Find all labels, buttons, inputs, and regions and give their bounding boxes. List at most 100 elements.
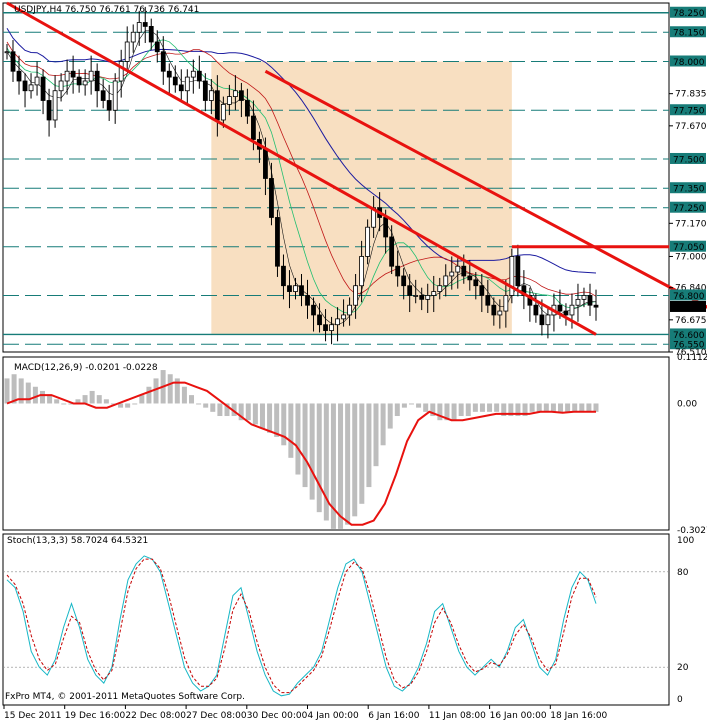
candle	[88, 70, 94, 82]
candle	[287, 285, 292, 292]
candle	[335, 318, 340, 326]
macd-bar	[408, 403, 414, 405]
price-axis-label: 78.150	[673, 29, 705, 39]
price-axis-label: 78.250	[673, 9, 705, 19]
macd-bar	[501, 403, 507, 417]
candle	[172, 76, 178, 86]
price-axis-label: 77.250	[673, 204, 705, 214]
time-axis-label: 19 Dec 16:00	[65, 711, 126, 721]
macd-bar	[39, 390, 45, 404]
macd-bar	[210, 403, 216, 412]
candle	[311, 304, 316, 316]
macd-bar	[96, 395, 102, 404]
macd-bar	[338, 403, 344, 529]
candle	[569, 304, 575, 316]
candle	[226, 96, 232, 105]
time-axis-label: 4 Jan 00:00	[308, 711, 360, 721]
macd-bar	[451, 403, 457, 421]
candle	[389, 236, 395, 267]
macd-bar	[189, 395, 195, 404]
candle	[491, 304, 497, 316]
macd-bar	[231, 403, 237, 417]
time-axis-label: 27 Dec 08:00	[186, 711, 247, 721]
macd-bar	[444, 403, 450, 421]
candle	[148, 25, 154, 43]
macd-bar	[25, 382, 31, 404]
macd-bar	[274, 403, 280, 437]
price-tag	[670, 182, 706, 194]
macd-axis-label: 0.1112	[677, 353, 707, 363]
candle	[413, 295, 419, 297]
macd-bar	[352, 403, 358, 517]
candle	[299, 285, 304, 296]
candle	[106, 100, 112, 111]
price-axis-label: 76.510	[675, 348, 707, 358]
price-axis-label: 76.741	[673, 303, 705, 313]
macd-bar	[586, 403, 592, 412]
price-tag	[670, 6, 706, 18]
macd-bar	[153, 378, 159, 404]
price-axis-label: 77.350	[673, 185, 705, 195]
macd-bar	[472, 403, 478, 412]
candle	[575, 298, 581, 306]
price-tag	[670, 300, 706, 312]
macd-bar	[54, 399, 60, 404]
macd-bar	[437, 403, 443, 421]
macd-bar	[465, 403, 471, 417]
candle	[353, 285, 358, 306]
trendline	[6, 1, 597, 336]
macd-bar	[565, 403, 571, 412]
macd-bar	[103, 399, 109, 404]
candle	[196, 70, 202, 82]
stoch-title: Stoch(13,3,3) 58.7024 64.5321	[7, 536, 149, 546]
candle	[82, 80, 88, 86]
candle	[208, 90, 214, 101]
candle	[124, 41, 130, 62]
macd-bar	[11, 374, 17, 404]
candle	[539, 314, 545, 326]
candle	[431, 291, 437, 296]
macd-bar	[387, 403, 393, 429]
stoch-main-line	[6, 555, 597, 697]
candle	[154, 41, 160, 53]
stoch-axis-label: 80	[677, 568, 689, 578]
candle	[238, 90, 244, 101]
candle	[245, 100, 250, 117]
price-axis-label: 77.500	[673, 155, 705, 165]
candle	[112, 80, 118, 111]
price-axis-label: 76.675	[675, 316, 707, 326]
macd-bar	[196, 403, 202, 405]
macd-bar	[288, 403, 294, 458]
candle	[46, 100, 52, 121]
macd-bar	[75, 399, 81, 404]
price-tag	[670, 104, 706, 116]
candle	[16, 70, 22, 82]
price-axis-label: 77.670	[675, 122, 707, 132]
candle	[581, 295, 587, 300]
candle	[178, 84, 184, 92]
candle	[142, 22, 148, 27]
price-tag	[670, 338, 706, 350]
macd-bar	[458, 403, 464, 417]
macd-bar	[61, 403, 67, 405]
price-tag	[670, 201, 706, 213]
candle	[58, 80, 64, 92]
macd-bar	[316, 403, 322, 513]
candle	[557, 304, 563, 312]
macd-bar	[579, 403, 585, 412]
candle	[323, 324, 328, 331]
macd-bar	[217, 403, 223, 417]
candle	[305, 295, 310, 306]
macd-bar	[174, 378, 180, 404]
candle	[485, 295, 491, 306]
candle	[497, 310, 503, 316]
macd-bar	[68, 403, 74, 405]
candle	[251, 115, 256, 140]
candle	[383, 217, 389, 238]
macd-bar	[401, 403, 407, 408]
candle	[190, 70, 196, 78]
macd-bar	[259, 403, 265, 429]
candle	[10, 51, 16, 72]
macd-bar	[558, 403, 564, 412]
